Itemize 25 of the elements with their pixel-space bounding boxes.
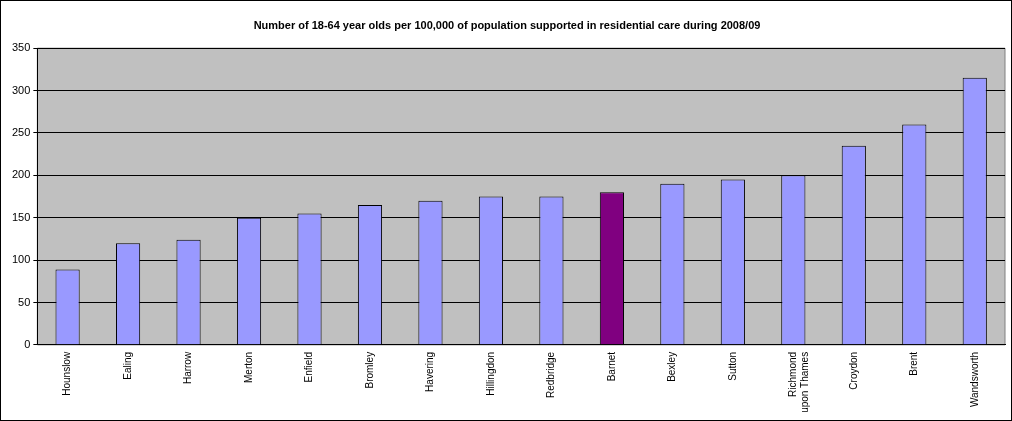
y-tick-label: 50 bbox=[18, 295, 31, 308]
y-tick-label: 300 bbox=[11, 83, 31, 96]
x-tick-label: Sutton bbox=[726, 351, 738, 381]
y-tick-label: 250 bbox=[11, 125, 31, 138]
x-tick-label: Wandsworth bbox=[968, 351, 980, 408]
x-tick-label: Merton bbox=[242, 351, 254, 383]
x-tick-label: Hillingdon bbox=[484, 351, 496, 396]
x-tick-label: Barnet bbox=[605, 351, 617, 382]
x-tick-label: Croydon bbox=[847, 351, 859, 390]
x-tick-label: Ealing bbox=[121, 351, 133, 380]
y-tick-label: 350 bbox=[11, 41, 31, 54]
x-tick-label: Bexley bbox=[666, 351, 678, 382]
x-tick-label: Hounslow bbox=[61, 351, 73, 396]
x-tick-label: Richmond upon Thames bbox=[787, 351, 811, 413]
x-tick-label: Redbridge bbox=[545, 351, 557, 399]
x-tick-label: Brent bbox=[908, 351, 920, 376]
y-tick-label: 0 bbox=[24, 337, 31, 350]
x-tick-label: Harrow bbox=[182, 351, 194, 385]
x-tick-label: Bromley bbox=[363, 351, 375, 389]
x-tick-label: Havering bbox=[424, 351, 436, 392]
y-tick-label: 100 bbox=[11, 253, 31, 266]
y-tick-label: 200 bbox=[11, 168, 31, 181]
y-tick-label: 150 bbox=[11, 210, 31, 223]
chart-title: Number of 18-64 year olds per 100,000 of population supported in residential care during 2008/09 bbox=[253, 18, 761, 31]
x-tick-label: Enfield bbox=[303, 351, 315, 383]
